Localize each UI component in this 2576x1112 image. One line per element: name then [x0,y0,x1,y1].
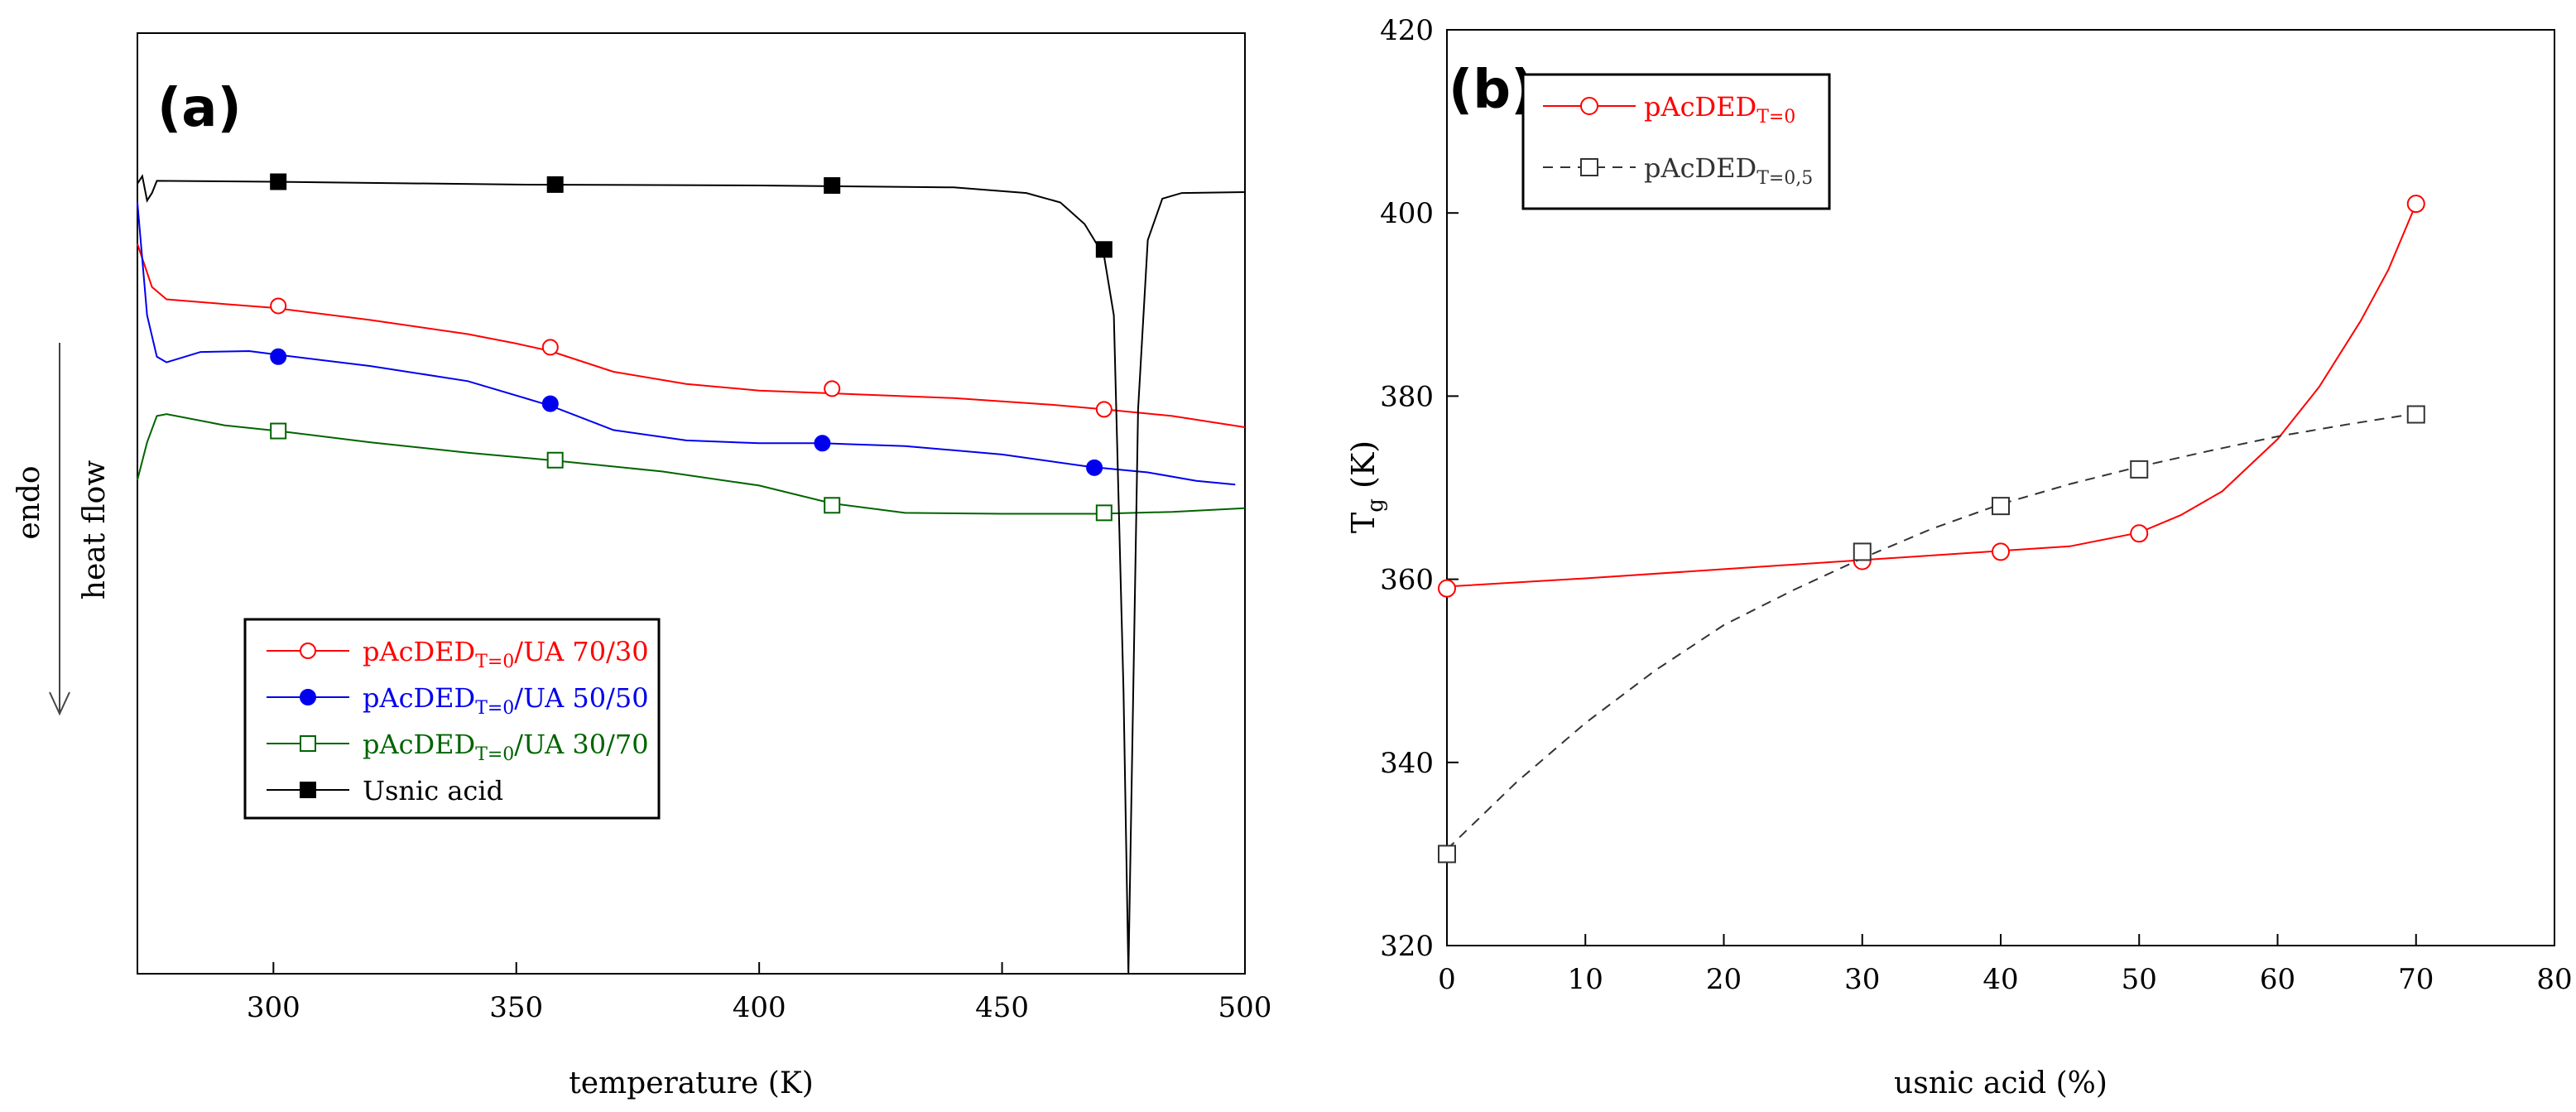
plot-frame-a [137,32,1246,975]
x-tick-label-b: 0 [1438,963,1456,996]
legend-label-sub: T=0 [475,698,514,719]
y-tick-label-b: 420 [1380,14,1434,47]
data-point-a-3 [1095,241,1113,258]
data-point-b-1 [2406,405,2425,424]
legend-label-a: pAcDEDT=0/UA 70/30 [363,636,649,672]
legend-label-sub: T=0,5 [1757,168,1813,189]
x-tick-label-b: 70 [2398,963,2434,996]
legend-label-main: Usnic acid [363,775,503,806]
data-point-b-1 [1438,845,1456,864]
x-tick-label-a: 450 [975,991,1029,1024]
series-line-a-3 [137,174,1246,975]
data-point-a-1 [270,348,287,365]
data-point-a-1 [541,395,559,412]
series-line-a-1 [137,202,1236,486]
legend-marker-a [300,782,316,798]
data-point-a-0 [824,380,841,397]
legend-label-main: pAcDED [1644,152,1757,184]
data-point-b-0 [2130,524,2149,543]
series-line-b-1 [1446,412,2416,850]
legend-label-sub: T=0 [1757,107,1795,128]
data-point-b-0 [2406,195,2425,214]
y-tick-label-b: 360 [1380,564,1434,597]
legend-label-main: pAcDED [363,729,475,760]
panel-label-a: (a) [157,78,242,139]
y-label-tail: (K) [1345,440,1382,498]
x-tick-label-a: 500 [1218,991,1272,1024]
data-point-a-2 [270,422,287,440]
y-tick-label-b: 400 [1380,197,1434,230]
panel-b-tg-vs-usnic-acid: 0 10 20 30 40 50 60 70 80 320 340 360 380 400 420 usnic… [1345,14,2573,1100]
x-tick-label-a: 300 [247,991,300,1024]
x-tick-label-b: 20 [1706,963,1742,996]
y-tick-label-b: 320 [1380,930,1434,963]
x-tick-label-b: 10 [1568,963,1603,996]
x-tick-label-b: 30 [1844,963,1880,996]
legend-label-a: pAcDEDT=0/UA 30/70 [363,729,649,765]
y-label-sub: g [1363,498,1388,513]
panel-label-b: (b) [1449,60,1535,121]
legend-label-a: pAcDEDT=0/UA 50/50 [363,682,649,719]
legend-marker-a [300,735,316,752]
data-point-a-3 [270,173,287,190]
x-tick-label-a: 350 [489,991,543,1024]
legend-label-main: pAcDED [363,636,475,667]
data-point-a-2 [824,497,841,514]
y-label-endo: endo [12,465,46,539]
data-point-b-0 [1438,579,1456,598]
legend-marker-b [1580,158,1598,176]
legend-marker-a [300,689,316,705]
data-point-b-1 [2130,460,2149,479]
x-axis-label-a: temperature (K) [569,1066,814,1100]
data-point-a-3 [824,177,841,195]
y-tick-label-b: 340 [1380,747,1434,780]
y-tick-label-b: 380 [1380,380,1434,413]
legend-label-tail: /UA 30/70 [514,729,648,760]
series-line-a-0 [137,243,1246,428]
x-tick-label-a: 400 [733,991,786,1024]
y-label-heat-flow: heat flow [78,460,112,600]
legend-label-b: pAcDEDT=0 [1644,91,1795,128]
data-point-a-2 [546,451,564,469]
data-point-b-0 [1992,542,2010,561]
legend-b [1521,73,1831,210]
legend-label-b: pAcDEDT=0,5 [1644,152,1813,189]
legend-label-sub: T=0 [475,744,514,765]
data-point-a-0 [1095,401,1113,418]
y-label-main: T [1345,513,1382,533]
panel-a-dsc-thermograms: 300 350 400 450 500 temperature (K) (a) endo hea… [12,32,1272,1100]
x-axis-label-b: usnic acid (%) [1894,1066,2107,1100]
legend-label-main: pAcDED [1644,91,1757,123]
legend-label-tail: /UA 70/30 [514,636,648,667]
data-point-a-3 [546,176,564,193]
y-axis-label-b: Tg (K) [1345,440,1388,533]
legend-marker-a [300,643,316,659]
x-tick-label-b: 40 [1982,963,2018,996]
series-line-b-0 [1446,203,2417,588]
x-tick-label-b: 50 [2122,963,2157,996]
data-point-a-2 [1095,504,1113,522]
data-point-a-1 [1086,459,1103,476]
x-tick-label-b: 60 [2260,963,2295,996]
legend-label-sub: T=0 [475,652,514,672]
legend-label-tail: /UA 50/50 [514,682,648,714]
data-point-a-0 [270,297,287,315]
legend-marker-b [1580,97,1598,115]
data-point-b-1 [1853,542,1872,561]
legend-label-a: Usnic acid [363,775,503,806]
data-point-a-1 [814,435,831,452]
x-tick-label-b: 80 [2536,963,2572,996]
data-point-b-1 [1992,497,2010,516]
data-point-a-0 [541,339,559,356]
endo-arrow-head [49,691,70,716]
legend-label-main: pAcDED [363,682,475,714]
